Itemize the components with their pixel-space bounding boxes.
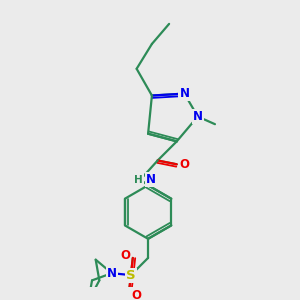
Text: N: N <box>179 87 189 100</box>
Text: O: O <box>179 158 189 171</box>
Text: O: O <box>120 248 130 262</box>
Text: N: N <box>193 110 203 123</box>
Text: S: S <box>126 268 136 282</box>
Text: N: N <box>146 173 156 186</box>
Text: N: N <box>107 267 117 280</box>
Text: H: H <box>134 175 143 184</box>
Text: O: O <box>132 289 142 300</box>
